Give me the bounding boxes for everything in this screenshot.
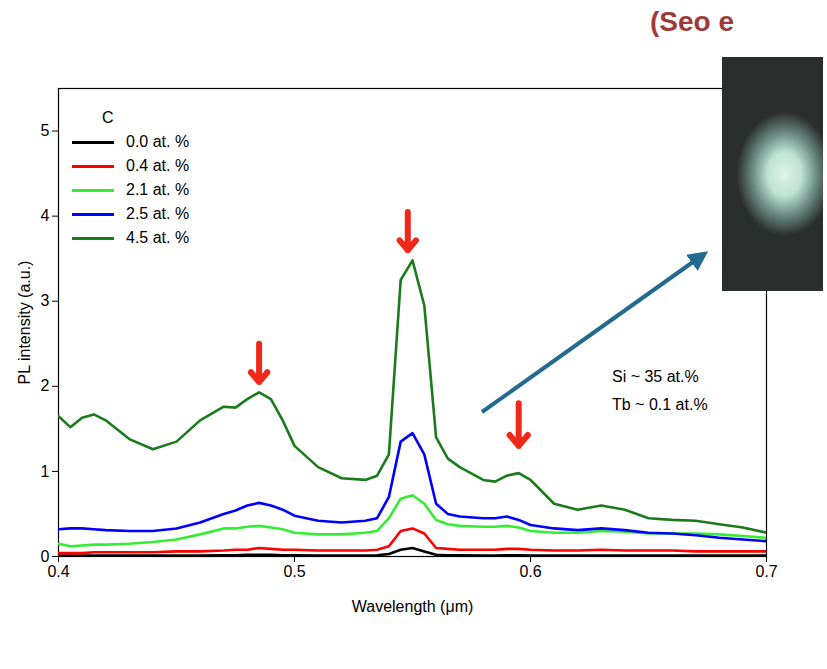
- svg-text:4: 4: [41, 207, 50, 224]
- svg-text:PL intensity (a.u.): PL intensity (a.u.): [16, 261, 33, 385]
- svg-text:0.5: 0.5: [283, 563, 305, 580]
- html-text:(Seo e: (Seo e: [650, 6, 734, 37]
- svg-text:1: 1: [41, 463, 50, 480]
- svg-text:0: 0: [40, 547, 50, 565]
- svg-text:2: 2: [41, 377, 50, 394]
- svg-text:0.4: 0.4: [47, 563, 69, 580]
- html-text:Si ~ 35 at.%: Si ~ 35 at.%: [612, 368, 699, 385]
- html-text:C: C: [102, 109, 114, 126]
- svg-text:Wavelength (μm): Wavelength (μm): [352, 598, 474, 615]
- svg-text:0.6: 0.6: [519, 563, 541, 580]
- html-text:2.5 at. %: 2.5 at. %: [126, 205, 190, 222]
- svg-text:0.7: 0.7: [755, 563, 777, 580]
- html-text:0.0 at. %: 0.0 at. %: [126, 133, 190, 150]
- html-text:0.4 at. %: 0.4 at. %: [126, 157, 190, 174]
- svg-text:5: 5: [41, 122, 50, 139]
- svg-text:3: 3: [41, 292, 50, 309]
- html-text:2.1 at. %: 2.1 at. %: [126, 181, 190, 198]
- html-text:4.5 at. %: 4.5 at. %: [126, 229, 190, 246]
- html-text:Tb ~ 0.1 at.%: Tb ~ 0.1 at.%: [612, 396, 708, 413]
